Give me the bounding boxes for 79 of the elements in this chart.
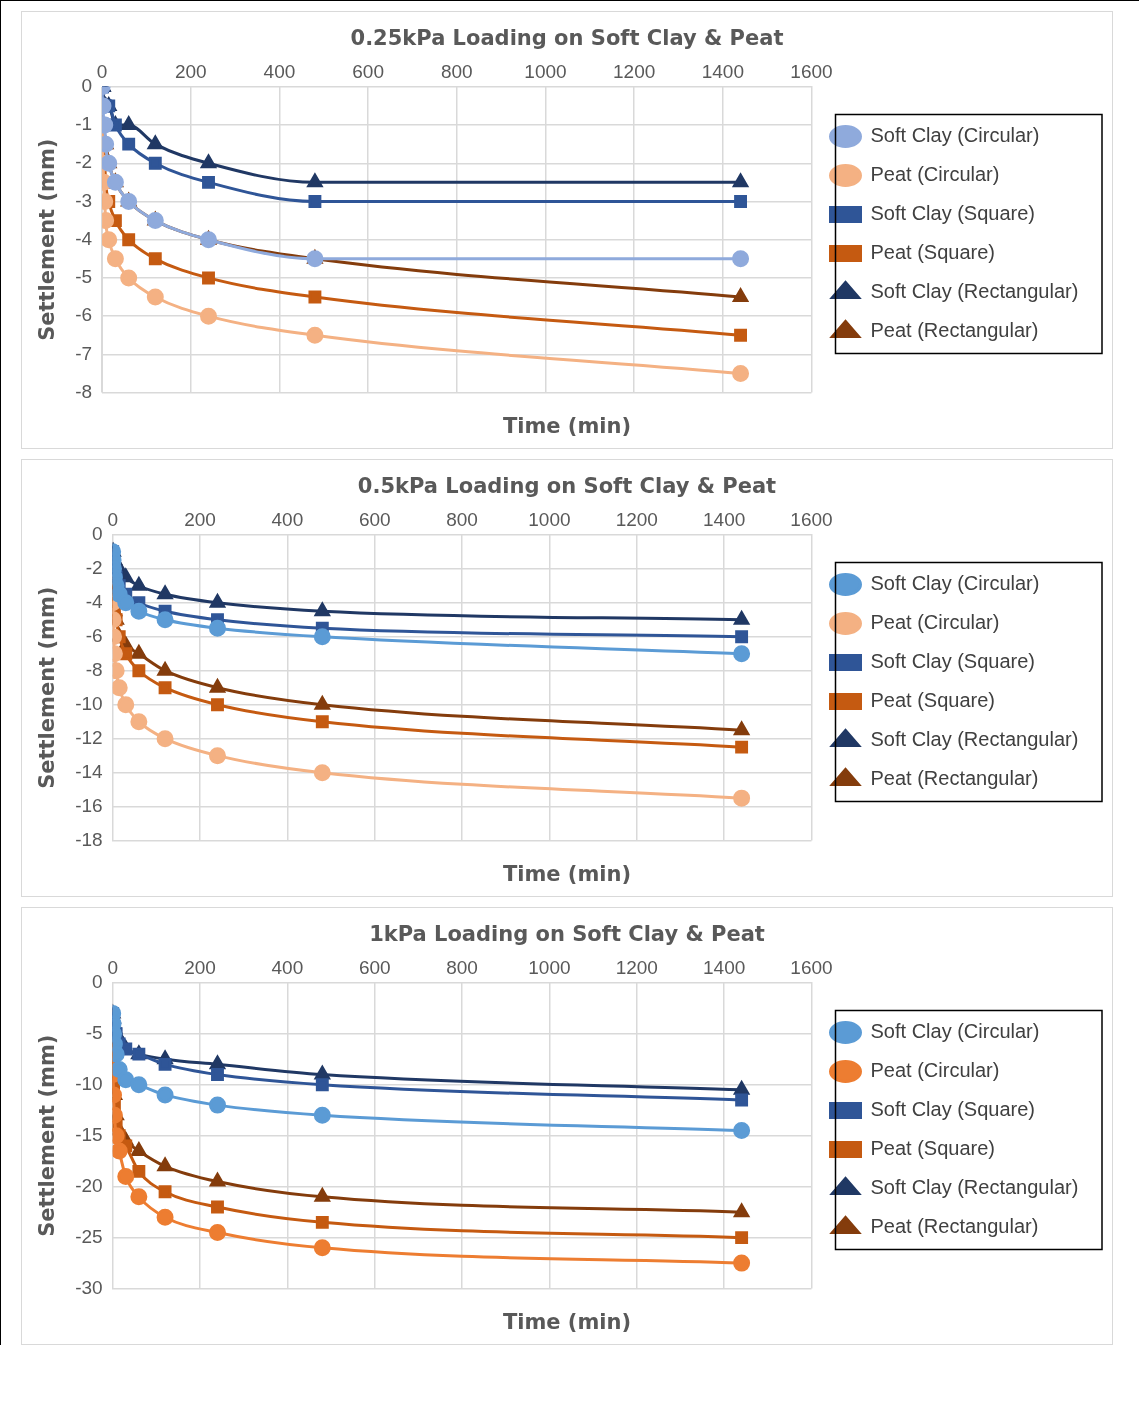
legend-label: Peat (Circular) bbox=[870, 163, 1000, 186]
y-tick-label: -8 bbox=[75, 380, 93, 402]
x-tick-label: 1400 bbox=[703, 508, 746, 530]
legend-label: Peat (Circular) bbox=[870, 611, 1000, 634]
y-tick-label: -4 bbox=[75, 227, 93, 249]
y-tick-label: 0 bbox=[92, 971, 103, 993]
y-tick-label: -2 bbox=[75, 151, 93, 173]
y-axis-title: Settlement (mm) bbox=[35, 1034, 60, 1237]
x-tick-label: 1600 bbox=[790, 508, 833, 530]
x-tick-label: 0 bbox=[107, 956, 118, 978]
y-tick-label: -1 bbox=[75, 113, 93, 135]
legend-label: Soft Clay (Rectangular) bbox=[870, 280, 1079, 303]
x-tick-label: 1600 bbox=[790, 956, 833, 978]
chart-title: 0.5kPa Loading on Soft Clay & Peat bbox=[356, 473, 778, 500]
y-tick-label: -15 bbox=[75, 1123, 103, 1145]
x-tick-label: 1200 bbox=[615, 956, 658, 978]
legend-label: Soft Clay (Rectangular) bbox=[870, 728, 1079, 751]
legend-label: Peat (Rectangular) bbox=[870, 1215, 1039, 1238]
legend-label: Peat (Rectangular) bbox=[870, 767, 1039, 790]
y-tick-label: -2 bbox=[85, 557, 103, 579]
x-tick-label: 600 bbox=[358, 508, 391, 530]
x-tick-label: 400 bbox=[271, 508, 304, 530]
legend-label: Peat (Square) bbox=[870, 1137, 996, 1160]
y-tick-label: -5 bbox=[85, 1022, 103, 1043]
x-axis-title: Time (min) bbox=[501, 414, 633, 440]
legend-label: Peat (Circular) bbox=[870, 1059, 1000, 1082]
x-tick-label: 1600 bbox=[790, 60, 833, 82]
y-tick-label: -25 bbox=[75, 1225, 103, 1247]
y-tick-label: -12 bbox=[75, 726, 103, 748]
y-tick-label: -30 bbox=[75, 1276, 103, 1298]
legend-label: Soft Clay (Square) bbox=[870, 650, 1036, 673]
legend-label: Peat (Square) bbox=[870, 241, 996, 264]
x-tick-label: 1200 bbox=[615, 508, 658, 530]
legend-label: Soft Clay (Square) bbox=[870, 202, 1036, 225]
x-tick-label: 800 bbox=[446, 508, 478, 530]
y-tick-label: -20 bbox=[75, 1174, 103, 1196]
y-tick-label: -10 bbox=[75, 1072, 103, 1094]
x-tick-label: 200 bbox=[184, 508, 216, 530]
y-tick-label: 0 bbox=[81, 75, 93, 97]
x-tick-label: 1200 bbox=[613, 60, 656, 82]
y-axis-title: Settlement (mm) bbox=[35, 138, 60, 341]
x-axis-title: Time (min) bbox=[501, 862, 633, 888]
y-tick-label: -3 bbox=[75, 189, 93, 211]
x-tick-label: 1000 bbox=[524, 60, 567, 82]
y-tick-label: -4 bbox=[85, 590, 104, 612]
legend-label: Peat (Square) bbox=[870, 689, 996, 712]
legend-label: Soft Clay (Rectangular) bbox=[870, 1176, 1079, 1199]
legend-label: Peat (Rectangular) bbox=[870, 319, 1039, 342]
y-tick-label: -14 bbox=[75, 760, 104, 782]
x-tick-label: 600 bbox=[358, 956, 391, 978]
y-tick-label: -5 bbox=[75, 266, 93, 288]
y-tick-label: 0 bbox=[92, 523, 103, 545]
legend-label: Soft Clay (Circular) bbox=[870, 572, 1040, 595]
chart-title: 1kPa Loading on Soft Clay & Peat bbox=[368, 921, 766, 948]
y-tick-label: -18 bbox=[75, 828, 103, 850]
legend-label: Soft Clay (Circular) bbox=[870, 124, 1040, 147]
legend-label: Soft Clay (Square) bbox=[870, 1098, 1036, 1121]
y-tick-label: -6 bbox=[75, 304, 93, 326]
x-tick-label: 800 bbox=[446, 956, 478, 978]
x-axis-title: Time (min) bbox=[501, 1310, 633, 1336]
x-tick-label: 1400 bbox=[703, 956, 746, 978]
chart-title: 0.25kPa Loading on Soft Clay & Peat bbox=[349, 25, 785, 52]
x-tick-label: 800 bbox=[440, 60, 473, 82]
y-tick-label: -6 bbox=[85, 624, 103, 646]
x-tick-label: 200 bbox=[174, 60, 207, 82]
y-tick-label: -10 bbox=[75, 692, 103, 714]
legend-label: Soft Clay (Circular) bbox=[870, 1020, 1040, 1043]
x-tick-label: 200 bbox=[184, 956, 216, 978]
x-tick-label: 400 bbox=[271, 956, 304, 978]
y-axis-title: Settlement (mm) bbox=[35, 586, 60, 789]
x-tick-label: 400 bbox=[263, 60, 296, 82]
x-tick-label: 0 bbox=[107, 508, 118, 530]
x-tick-label: 600 bbox=[352, 60, 384, 82]
x-tick-label: 1000 bbox=[528, 508, 571, 530]
y-tick-label: -16 bbox=[75, 794, 103, 816]
y-tick-label: -7 bbox=[75, 342, 93, 364]
x-tick-label: 1000 bbox=[528, 956, 571, 978]
x-tick-label: 1400 bbox=[701, 60, 744, 82]
y-tick-label: -8 bbox=[85, 658, 103, 680]
